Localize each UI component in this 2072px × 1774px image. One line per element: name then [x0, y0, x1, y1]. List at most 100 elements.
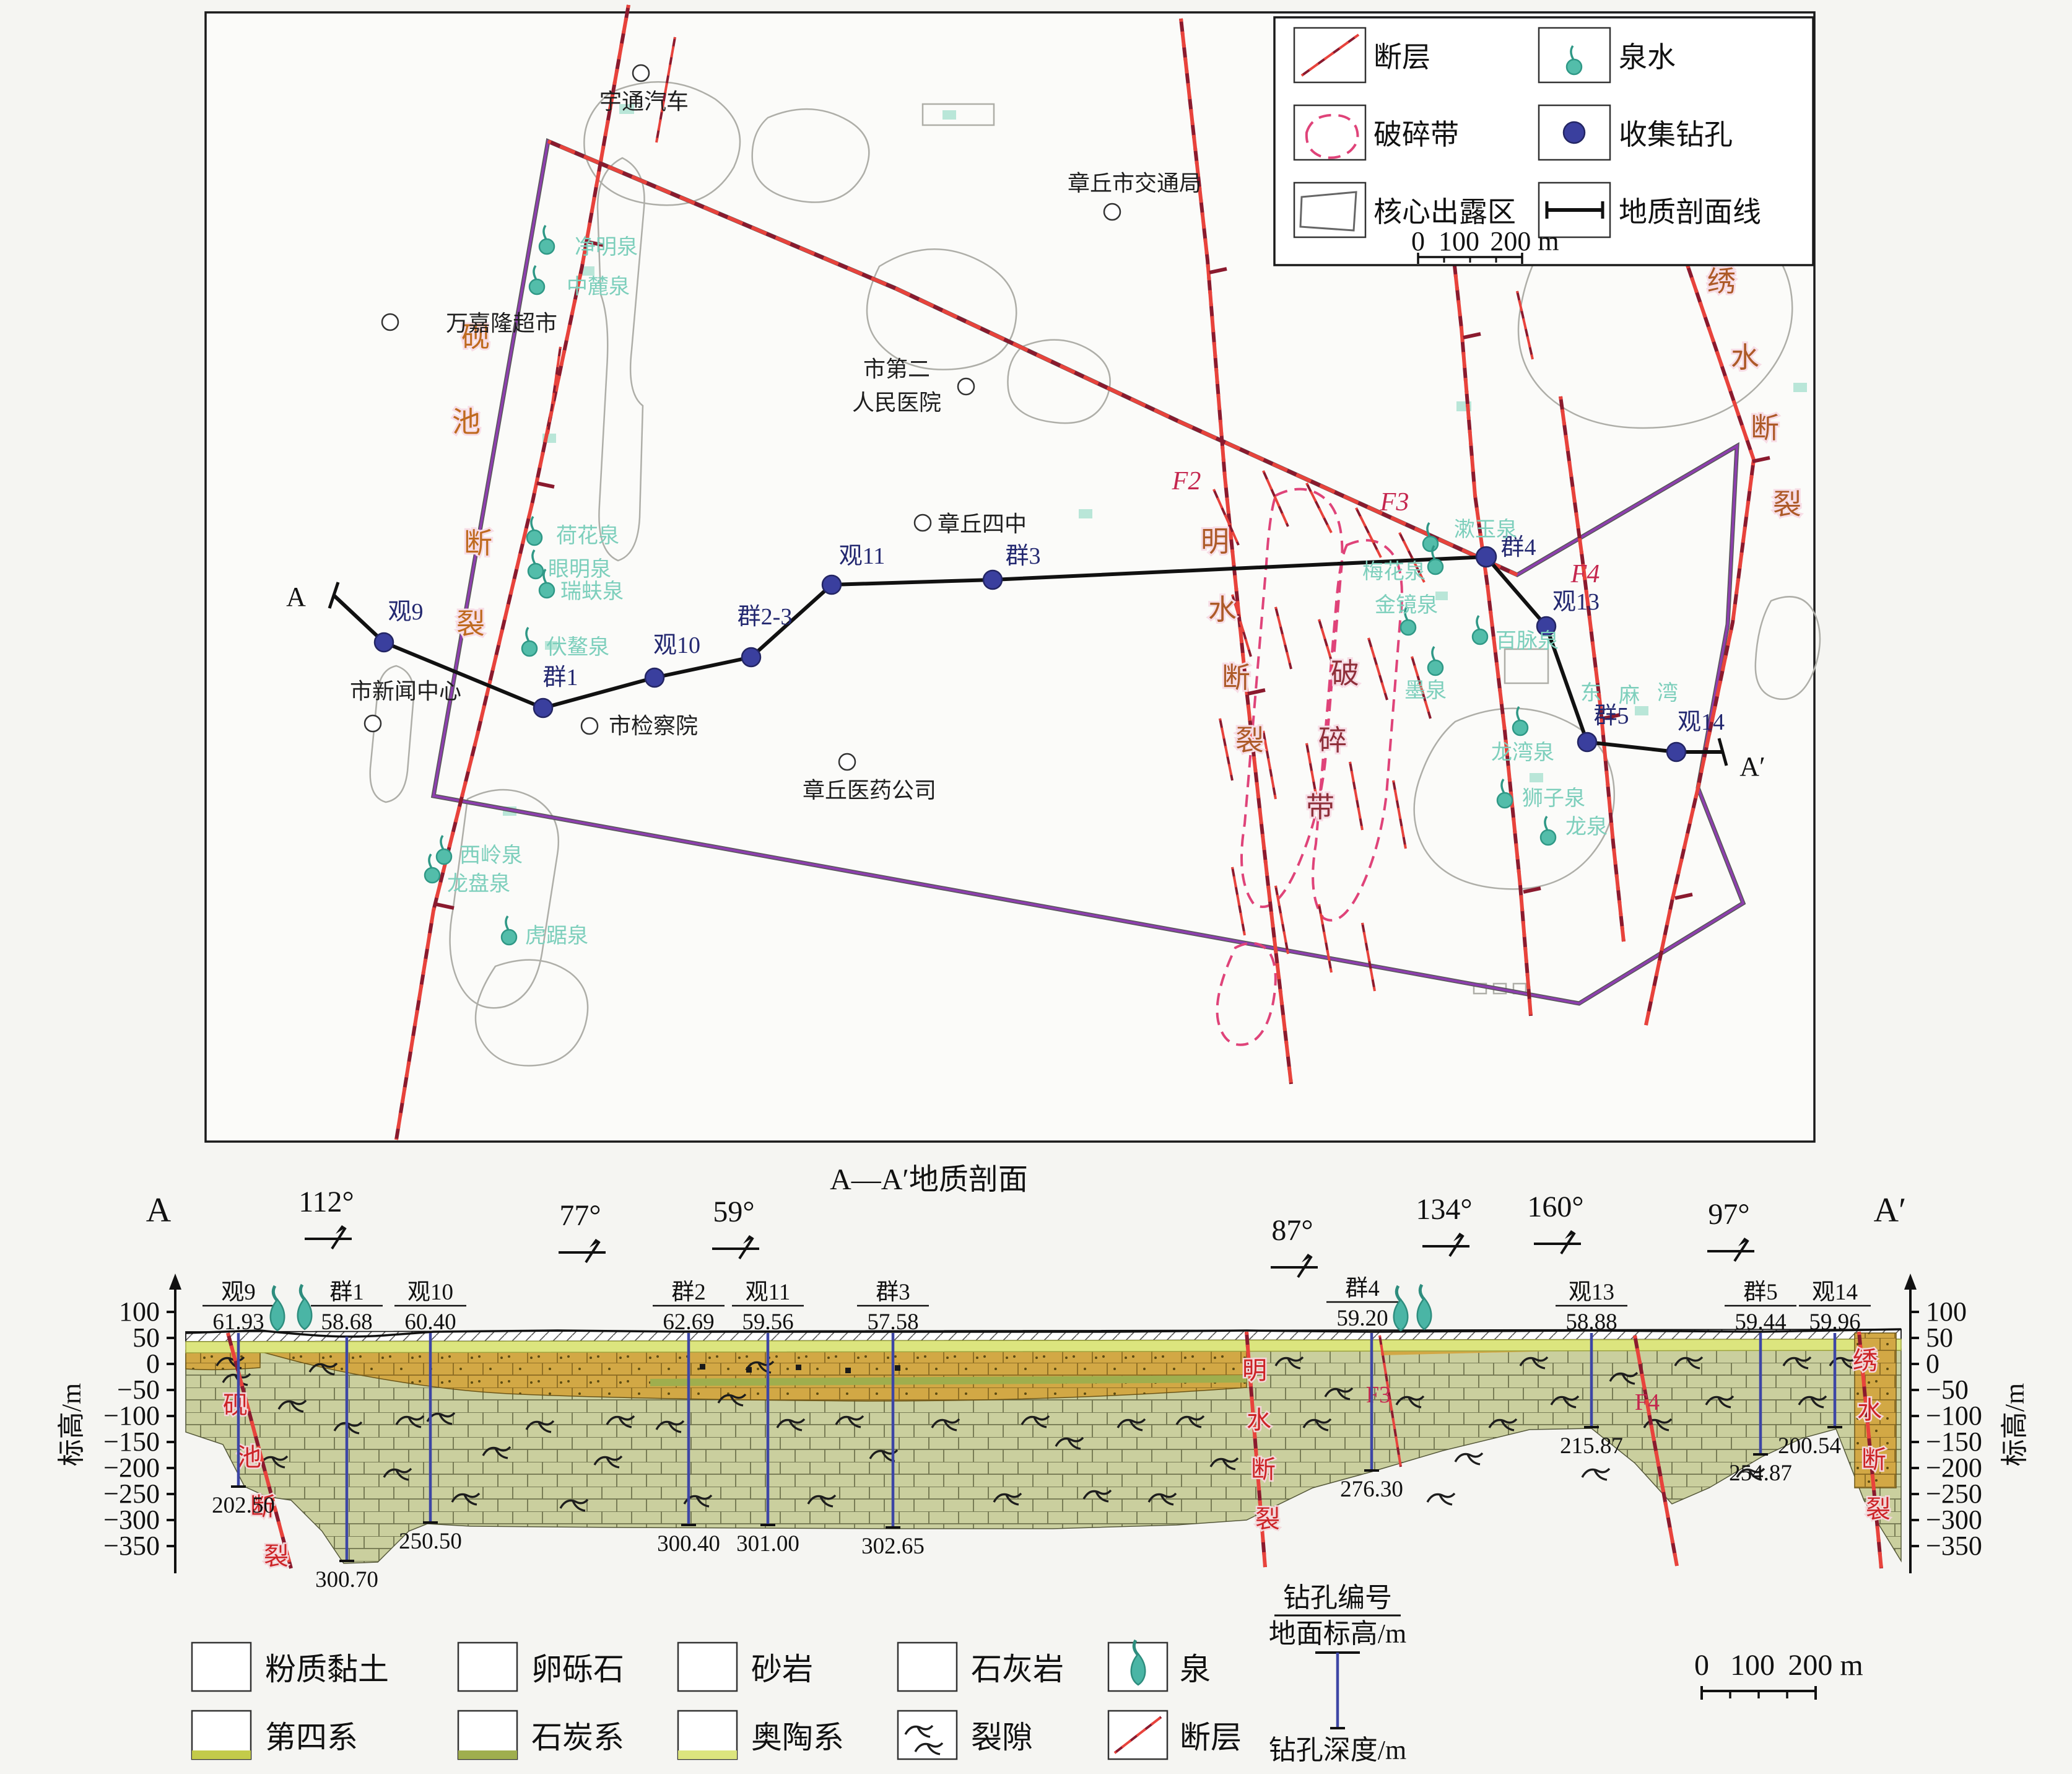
section-axes: 100 50 0 −50 −100 −150 −200 −250 −300 −3…	[56, 1274, 2030, 1573]
sec-bh-guan9: 观9 61.93 202.50	[202, 1280, 275, 1518]
ltick-n150: −150	[103, 1427, 160, 1457]
map-legend: 断层 破碎带 核心出露区 泉水 收集钻孔 地质剖面线 0 100 200 m	[1273, 16, 1814, 266]
sec-f4-label: F4	[1635, 1389, 1660, 1415]
map-endpoint-a-prime: A′	[1739, 751, 1765, 782]
sec-bh-qun5-elev: 59.44	[1735, 1309, 1786, 1335]
mingshui-char-2: 断	[1222, 662, 1250, 694]
ltick-n100: −100	[103, 1400, 160, 1431]
spring-jinjing: 金镜泉	[1375, 593, 1438, 617]
spring-shuyu: 漱玉泉	[1454, 518, 1517, 541]
legend-silty-clay: 粉质黏土	[265, 1652, 389, 1687]
key-borehole-depth: 钻孔深度/m	[1269, 1735, 1406, 1765]
sec-bh-guan11-depth: 301.00	[736, 1531, 799, 1557]
fissure-dashes	[547, 37, 1713, 992]
sec-yanchi-0: 砚	[223, 1391, 248, 1419]
legend-spring: 泉	[1180, 1652, 1211, 1687]
sec-f3-label: F3	[1366, 1382, 1391, 1408]
sec-xiushui-0: 绣	[1853, 1347, 1878, 1374]
poi-sizhong: 章丘四中	[938, 512, 1027, 536]
sec-bh-qun3: 群3 57.58 302.65	[857, 1280, 929, 1559]
right-axis-label: 标高/m	[2000, 1383, 2030, 1466]
legend-fault-label: 断层	[1373, 42, 1430, 73]
section-geology	[185, 1328, 1902, 1564]
sec-bh-qun1-name: 群1	[329, 1280, 364, 1305]
sec-bh-guan14-depth: 200.54	[1778, 1433, 1841, 1459]
spring-meihua: 梅花泉	[1362, 560, 1426, 583]
legend-fracture-label: 破碎带	[1373, 119, 1459, 151]
xiushui-char-1: 水	[1731, 342, 1759, 374]
spring-xiling: 西岭泉	[459, 844, 523, 867]
xiushui-char-2: 断	[1751, 413, 1779, 444]
poi-jianchayuan: 市检察院	[609, 714, 698, 738]
sec-bh-qun4-elev: 59.20	[1336, 1306, 1388, 1331]
sec-scale-100: 100	[1730, 1649, 1775, 1682]
sec-bh-guan14: 观14 59.96 200.54	[1778, 1280, 1871, 1459]
sec-bh-guan13-elev: 58.88	[1565, 1309, 1617, 1335]
angle-59: 59°	[713, 1195, 754, 1228]
left-axis-ticks: 100 50 0 −50 −100 −150 −200 −250 −300 −3…	[103, 1296, 175, 1561]
sec-bh-qun1: 群1 58.68 300.70	[311, 1280, 383, 1593]
carboniferous-lens	[259, 1350, 1247, 1402]
legend-carboniferous: 石炭系	[531, 1720, 624, 1755]
legend-sandstone: 砂岩	[751, 1652, 813, 1687]
map-borehole-qun4: 群4	[1500, 535, 1536, 561]
map-scale-100: 100	[1439, 226, 1479, 256]
legend-limestone: 石灰岩	[971, 1652, 1064, 1687]
sec-bh-qun5-name: 群5	[1743, 1280, 1778, 1305]
borehole-key: 钻孔编号 地面标高/m 钻孔深度/m	[1269, 1583, 1406, 1765]
ground-surface-line	[185, 1328, 1902, 1338]
section-title: A—A′地质剖面	[830, 1163, 1028, 1196]
sec-bh-guan10-depth: 250.50	[399, 1529, 462, 1554]
f2-label: F2	[1172, 467, 1201, 496]
ltick-50: 50	[133, 1322, 160, 1353]
legend-core-label: 核心出露区	[1373, 196, 1516, 228]
spring-fuao: 伏鳌泉	[546, 636, 609, 659]
spring-mo: 墨泉	[1404, 679, 1447, 702]
sec-bh-qun1-elev: 58.68	[321, 1309, 372, 1335]
fracture-zone-outline	[1216, 487, 1403, 1046]
angle-112: 112°	[298, 1186, 354, 1218]
sec-bh-guan9-name: 观9	[221, 1280, 256, 1305]
map-scale-200: 200 m	[1490, 226, 1559, 256]
section-angles: 112° 77° 59° 87° 134° 160° 97°	[298, 1186, 1756, 1278]
angle-160: 160°	[1527, 1191, 1583, 1223]
legend-fissure: 裂隙	[971, 1720, 1033, 1755]
spring-longpan: 龙盘泉	[447, 872, 510, 896]
fracture-char-1: 碎	[1318, 725, 1347, 756]
rtick-n300: −300	[1926, 1505, 1982, 1535]
spring-shizi: 狮子泉	[1522, 787, 1585, 810]
sec-mingshui-1: 水	[1247, 1406, 1271, 1434]
spring-huju: 虎踞泉	[525, 924, 588, 948]
sec-bh-qun2-elev: 62.69	[663, 1309, 714, 1335]
sec-scale-200: 200 m	[1788, 1649, 1863, 1682]
angle-97: 97°	[1708, 1198, 1749, 1231]
sec-bh-guan11-name: 观11	[746, 1280, 791, 1305]
map-borehole-guan9: 观9	[388, 599, 423, 625]
ordovician-body	[185, 1348, 1902, 1564]
legend-borehole-label: 收集钻孔	[1619, 119, 1733, 151]
rtick-n350: −350	[1926, 1531, 1982, 1561]
rtick-n50: −50	[1926, 1374, 1969, 1405]
map-panel: 砚 池 断 裂 明 水 断 裂 破 碎 带 绣 水 断 裂 F2 F3 F4 A…	[204, 4, 1821, 1143]
yanchi-char-3: 裂	[456, 608, 485, 640]
spring-jingming: 净明泉	[575, 235, 638, 259]
sec-bh-guan10-name: 观10	[407, 1280, 453, 1305]
legend-gravel: 卵砾石	[531, 1652, 624, 1687]
area-label-dongmawan: 东 麻 湾	[1580, 681, 1678, 707]
poi-yiyao: 章丘医药公司	[803, 778, 936, 803]
sec-xiushui-1: 水	[1857, 1396, 1882, 1424]
poi-jiaotongju: 章丘市交通局	[1068, 171, 1201, 196]
yanchi-char-2: 断	[464, 528, 492, 559]
poi-yutong: 宇通汽车	[599, 89, 689, 114]
right-axis-ticks: 100 50 0 −50 −100 −150 −200 −250 −300 −3…	[1910, 1296, 1982, 1561]
sec-bh-qun4: 群4 59.20 276.30	[1326, 1276, 1403, 1502]
yanchi-char-0: 砚	[461, 321, 490, 353]
carboniferous-far-right-strip	[1854, 1332, 1897, 1488]
dongmawan-char-1: 麻	[1619, 684, 1640, 707]
angle-87: 87°	[1271, 1214, 1313, 1247]
rtick-50: 50	[1926, 1322, 1953, 1353]
rtick-0: 0	[1926, 1348, 1939, 1379]
map-borehole-qun2-3: 群2-3	[738, 604, 793, 630]
legend-fault: 断层	[1180, 1720, 1242, 1755]
map-borehole-guan11: 观11	[839, 543, 886, 569]
